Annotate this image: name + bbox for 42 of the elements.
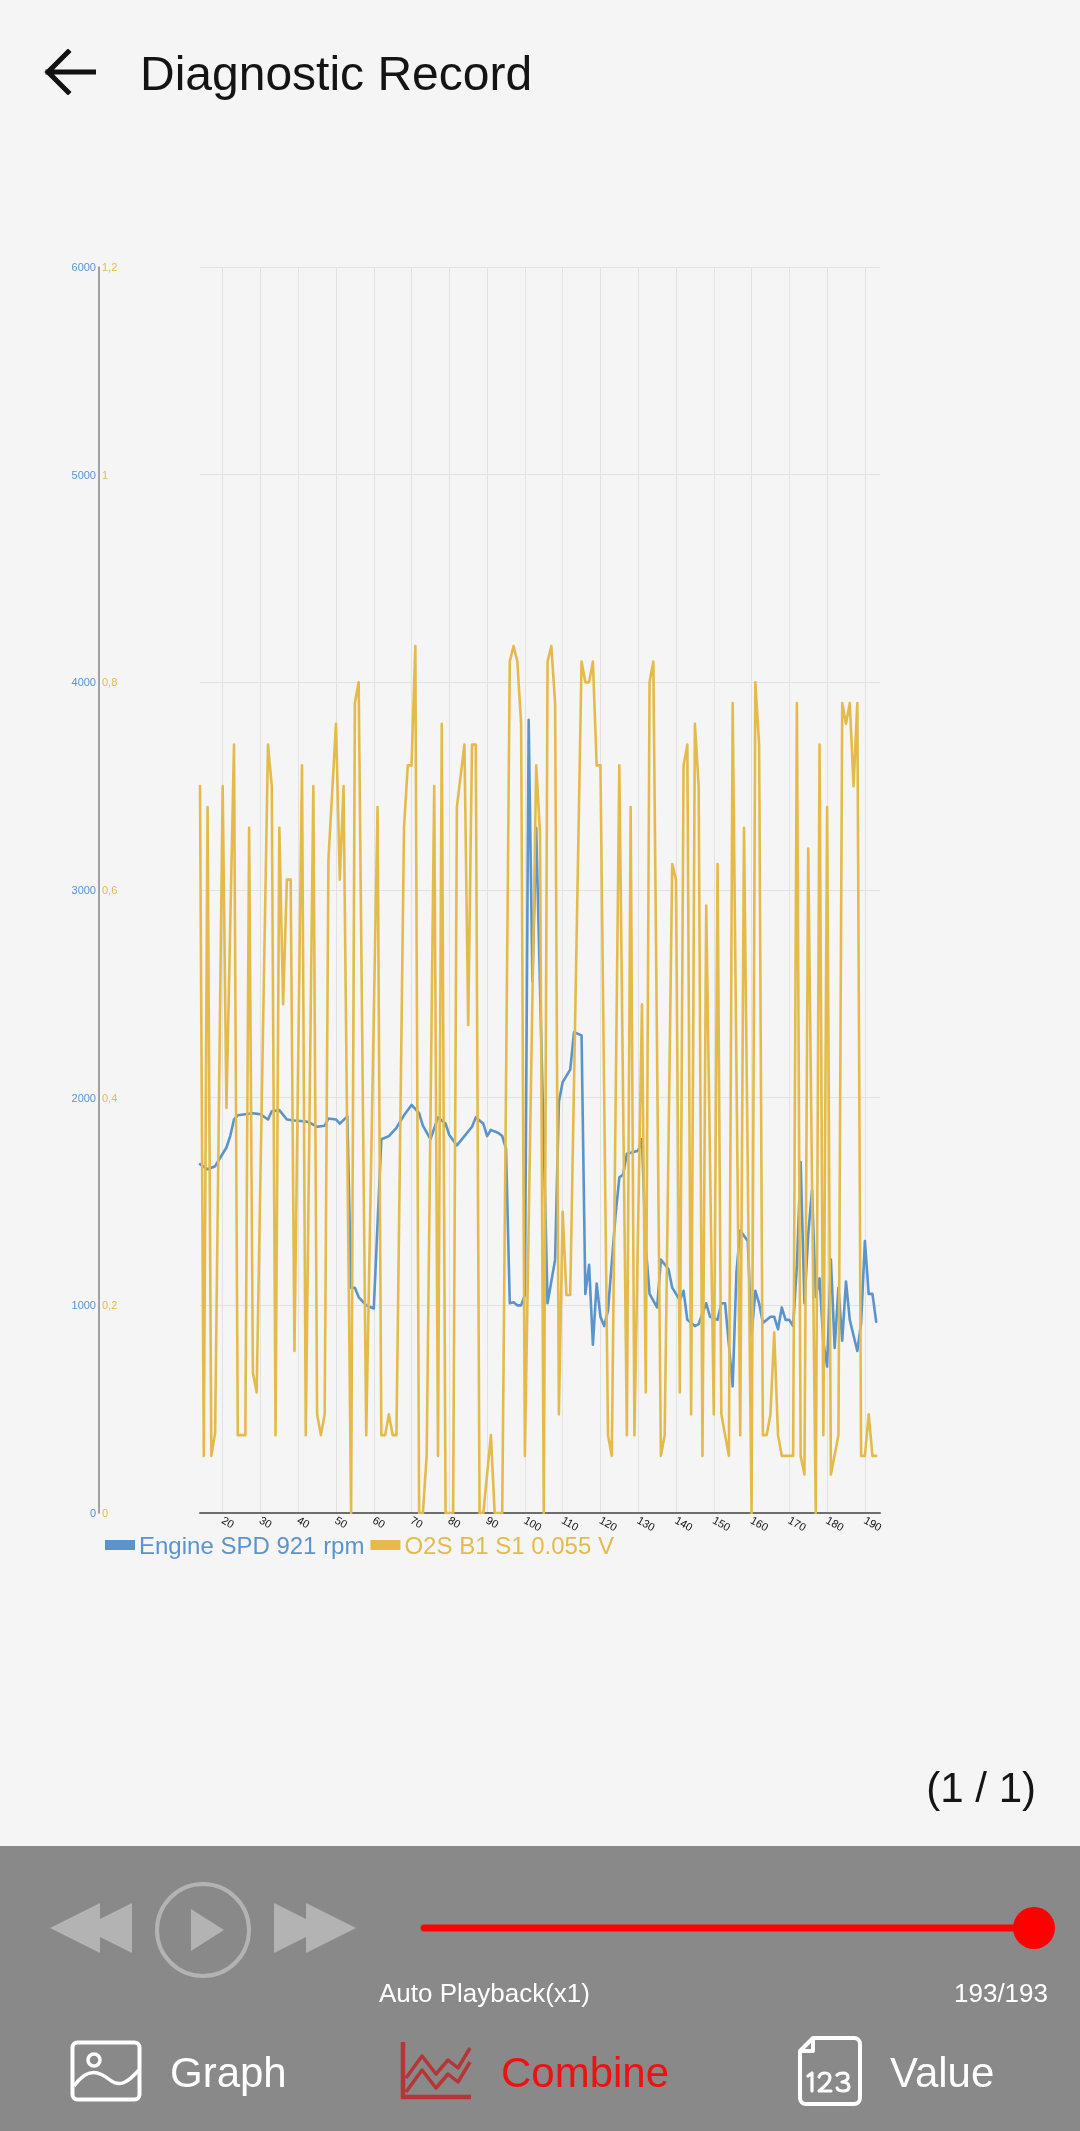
y-tick-label: 5000 [71, 468, 96, 481]
legend-label: O2S B1 S1 0.055 V [404, 1531, 614, 1559]
x-tick-label: 110 [559, 1513, 581, 1533]
y-tick-label: 0 [89, 1507, 96, 1519]
x-tick-label: 160 [748, 1513, 771, 1534]
y-tick-label: 1000 [71, 1299, 96, 1312]
text: 193/193 [954, 1977, 1048, 2009]
line-series [198, 644, 878, 1515]
x-tick-label: 40 [295, 1513, 312, 1531]
x-tick-label: 50 [333, 1513, 350, 1531]
x-tick-label: 190 [861, 1513, 884, 1534]
text: Auto Playback(x1) [379, 1977, 590, 2009]
x-tick-label: 20 [219, 1513, 237, 1531]
y-tick-label: 6000 [71, 261, 96, 273]
y2-tick-label: 0 [102, 1507, 109, 1519]
y-tick-label: 3000 [71, 884, 96, 896]
text: (1 / 1) [926, 1763, 1036, 1813]
y-tick-label: 4000 [71, 676, 96, 689]
x-tick-label: 80 [446, 1513, 463, 1531]
chart-title: Diagnostic Record [140, 46, 533, 102]
x-tick-label: 70 [408, 1513, 426, 1531]
y2-tick-label: 1,2 [102, 261, 118, 273]
text: Combine [501, 2048, 670, 2098]
x-tick-label: 30 [257, 1513, 275, 1531]
y2-tick-label: 0,2 [102, 1299, 118, 1312]
text: Value [890, 2048, 995, 2098]
y2-tick-label: 0,4 [102, 1091, 118, 1104]
text: Graph [170, 2048, 287, 2098]
x-tick-label: 150 [710, 1513, 733, 1534]
x-tick-label: 90 [484, 1513, 501, 1531]
y2-tick-label: 1 [102, 468, 109, 481]
x-tick-label: 60 [370, 1513, 388, 1531]
y-tick-label: 2000 [71, 1091, 96, 1104]
y2-tick-label: 0,6 [102, 884, 118, 896]
legend-label: Engine SPD 921 rpm [139, 1531, 365, 1559]
x-tick-label: 120 [597, 1513, 620, 1534]
x-tick-label: 170 [786, 1513, 809, 1534]
x-tick-label: 140 [673, 1513, 695, 1534]
x-tick-label: 130 [635, 1513, 658, 1534]
y2-tick-label: 0,8 [102, 676, 118, 689]
x-tick-label: 100 [521, 1513, 544, 1534]
x-tick-label: 180 [824, 1513, 846, 1534]
